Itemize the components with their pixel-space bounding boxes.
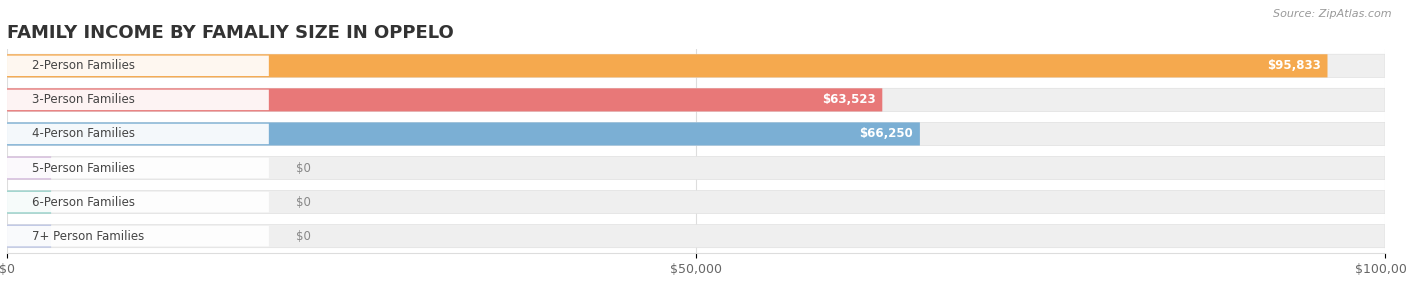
FancyBboxPatch shape xyxy=(7,88,1385,111)
FancyBboxPatch shape xyxy=(7,122,920,145)
Text: 5-Person Families: 5-Person Families xyxy=(32,162,135,174)
FancyBboxPatch shape xyxy=(7,191,51,214)
FancyBboxPatch shape xyxy=(7,124,269,144)
FancyBboxPatch shape xyxy=(7,156,51,180)
Text: 2-Person Families: 2-Person Families xyxy=(32,59,135,72)
Text: FAMILY INCOME BY FAMALIY SIZE IN OPPELO: FAMILY INCOME BY FAMALIY SIZE IN OPPELO xyxy=(7,24,454,42)
FancyBboxPatch shape xyxy=(7,122,1385,145)
Text: 4-Person Families: 4-Person Families xyxy=(32,127,135,140)
Text: Source: ZipAtlas.com: Source: ZipAtlas.com xyxy=(1274,9,1392,19)
FancyBboxPatch shape xyxy=(7,226,269,246)
Text: $95,833: $95,833 xyxy=(1267,59,1320,72)
FancyBboxPatch shape xyxy=(7,54,1327,77)
FancyBboxPatch shape xyxy=(7,224,1385,248)
FancyBboxPatch shape xyxy=(7,88,883,111)
Text: $63,523: $63,523 xyxy=(821,93,876,106)
Text: $66,250: $66,250 xyxy=(859,127,912,140)
Text: 7+ Person Families: 7+ Person Families xyxy=(32,230,143,242)
FancyBboxPatch shape xyxy=(7,156,1385,180)
Text: $0: $0 xyxy=(297,196,311,209)
FancyBboxPatch shape xyxy=(7,54,1385,77)
FancyBboxPatch shape xyxy=(7,56,269,76)
FancyBboxPatch shape xyxy=(7,224,51,248)
Text: $0: $0 xyxy=(297,230,311,242)
Text: 3-Person Families: 3-Person Families xyxy=(32,93,135,106)
FancyBboxPatch shape xyxy=(7,191,1385,214)
FancyBboxPatch shape xyxy=(7,192,269,212)
Text: 6-Person Families: 6-Person Families xyxy=(32,196,135,209)
FancyBboxPatch shape xyxy=(7,90,269,110)
FancyBboxPatch shape xyxy=(7,158,269,178)
Text: $0: $0 xyxy=(297,162,311,174)
